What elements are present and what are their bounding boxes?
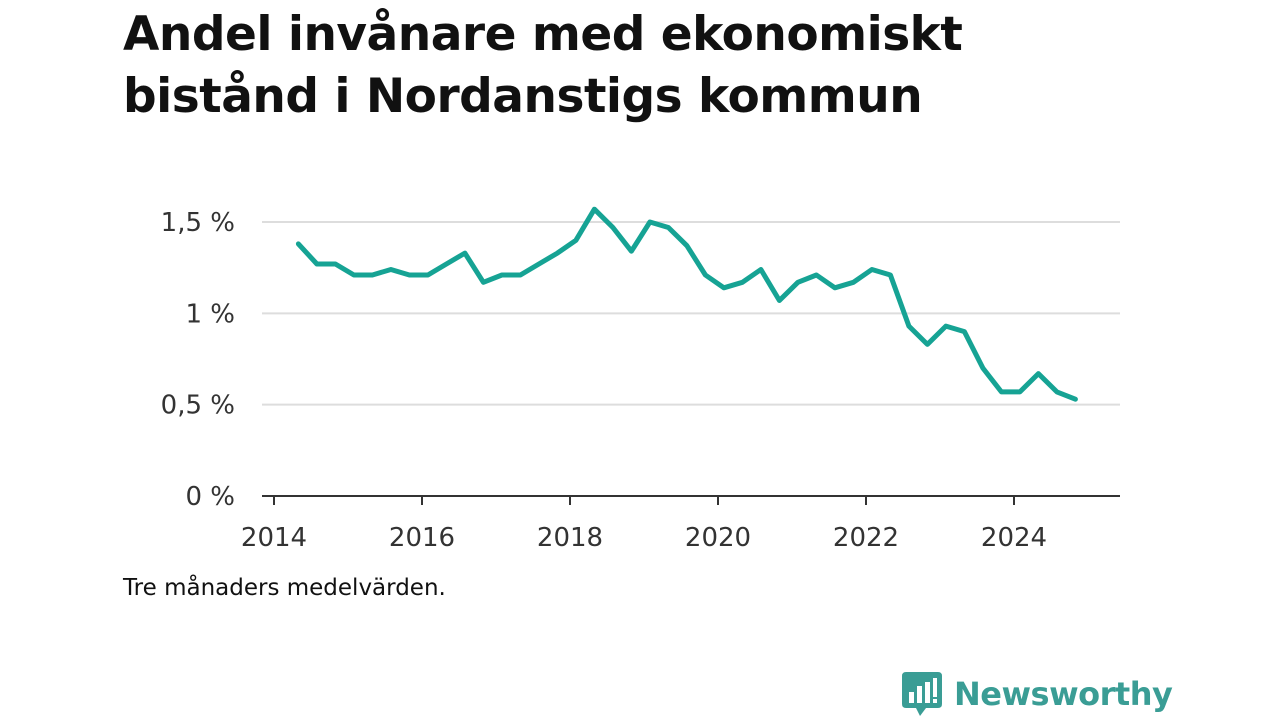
y-tick-label: 0,5 % [161, 391, 235, 421]
chart-title-line-1: Andel invånare med ekonomiskt [123, 7, 963, 62]
brand-logo: Newsworthy [902, 670, 1173, 718]
x-tick-label: 2022 [833, 523, 899, 553]
brand-name: Newsworthy [954, 675, 1173, 713]
y-tick-label: 0 % [185, 482, 235, 512]
x-tick-label: 2024 [981, 523, 1047, 553]
x-tick-label: 2018 [537, 523, 603, 553]
newsworthy-bar-chart-icon [902, 672, 942, 716]
series-line [295, 206, 1078, 402]
y-tick-label: 1,5 % [161, 208, 235, 238]
chart-title: Andel invånare med ekonomiskt bistånd i … [123, 4, 1123, 128]
chart-note: Tre månaders medelvärden. [123, 575, 446, 601]
y-tick-label: 1 % [185, 299, 235, 329]
x-tick-label: 2020 [685, 523, 751, 553]
x-tick-label: 2016 [389, 523, 455, 553]
x-tick-label: 2014 [241, 523, 307, 553]
chart-title-line-2: bistånd i Nordanstigs kommun [123, 69, 923, 124]
